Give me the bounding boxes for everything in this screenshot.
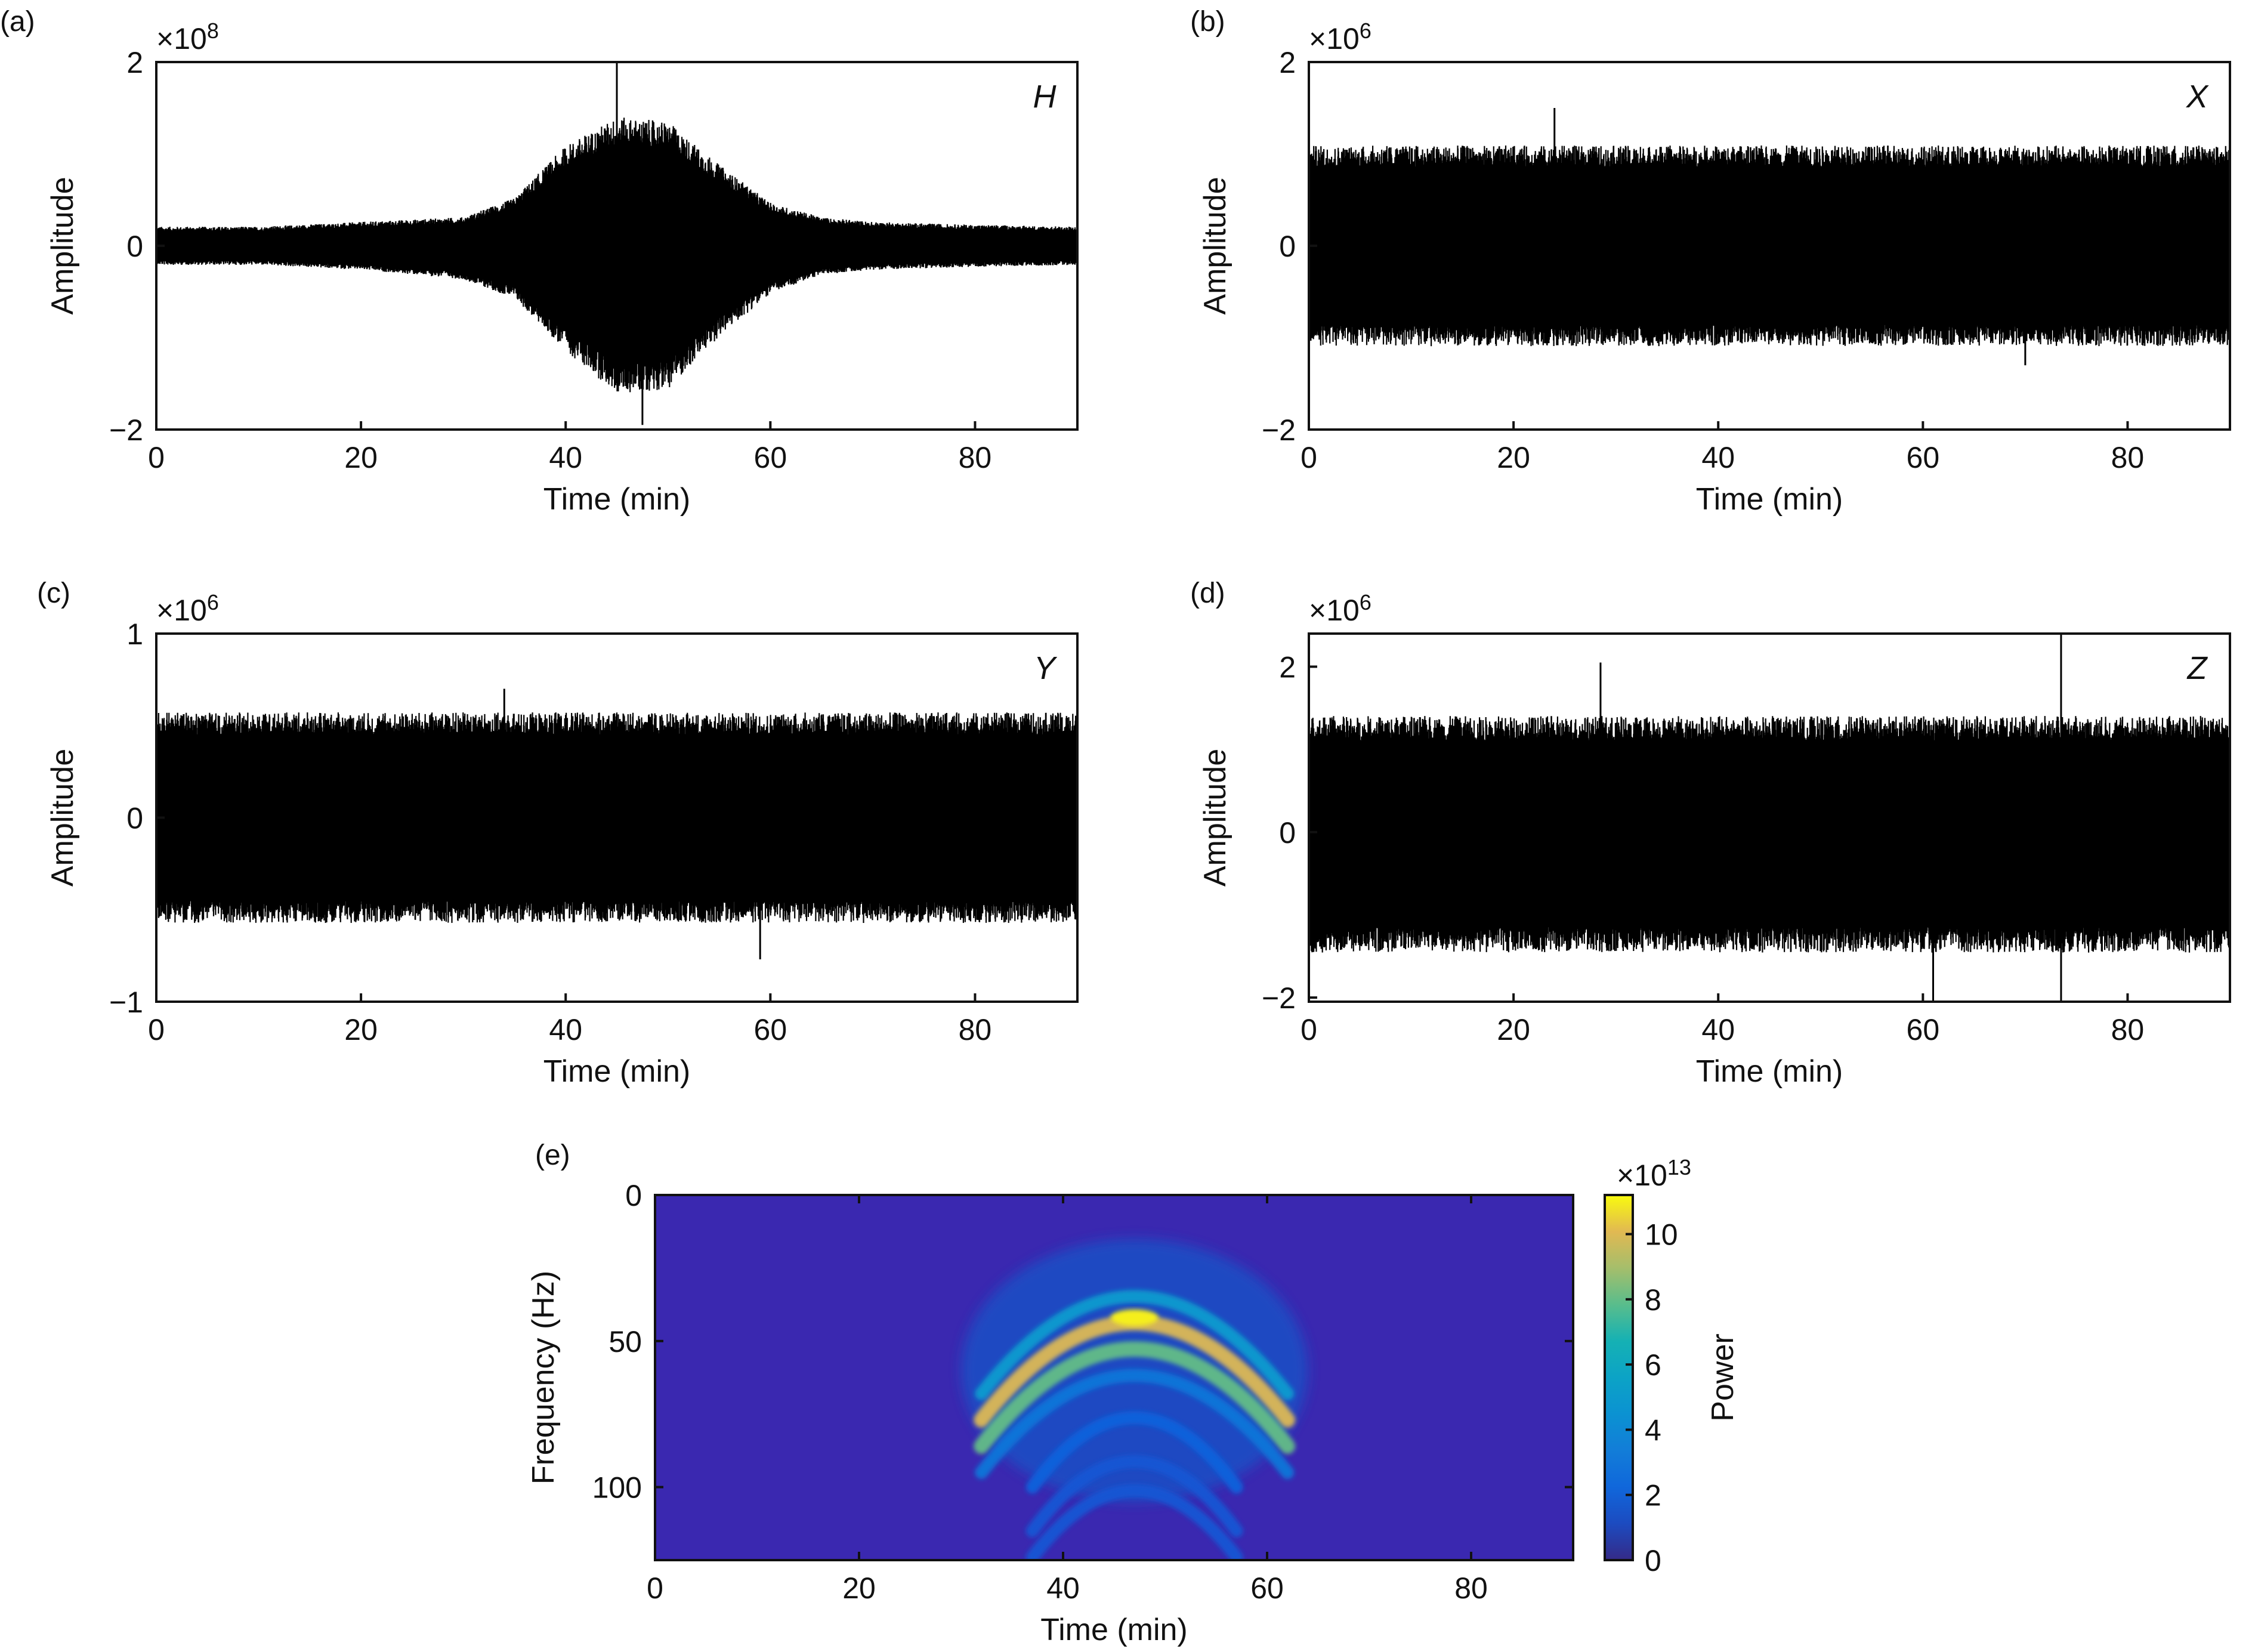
x-tick-label: 20 bbox=[344, 441, 378, 474]
colorbar-tick-label: 10 bbox=[1645, 1218, 1678, 1252]
x-tick-label: 0 bbox=[647, 1571, 663, 1605]
series-label: X bbox=[2185, 79, 2209, 115]
heatmap-arc bbox=[975, 1290, 1295, 1400]
colorbar-label: Power bbox=[1706, 1333, 1740, 1421]
x-tick-label: 60 bbox=[1250, 1571, 1284, 1605]
y-tick-label: 0 bbox=[126, 802, 143, 835]
x-tick-label: 40 bbox=[1046, 1571, 1080, 1605]
x-tick-label: 20 bbox=[1497, 441, 1530, 474]
panel-label: (d) bbox=[1190, 578, 1225, 609]
colorbar-tick-label: 4 bbox=[1645, 1413, 1661, 1447]
x-axis-label: Time (min) bbox=[1696, 1054, 1843, 1089]
plot-frame bbox=[1308, 632, 2231, 1003]
y-exponent: ×106 bbox=[156, 590, 219, 627]
x-tick-label: 40 bbox=[549, 1013, 582, 1046]
y-tick-label: 100 bbox=[592, 1471, 642, 1505]
panel-label: (a) bbox=[0, 6, 35, 38]
x-axis-label: Time (min) bbox=[1040, 1613, 1188, 1647]
x-tick-label: 40 bbox=[549, 441, 582, 474]
y-tick-label: −2 bbox=[1262, 981, 1296, 1015]
series-label: H bbox=[1033, 79, 1057, 115]
colorbar-tick-label: 6 bbox=[1645, 1348, 1661, 1382]
waveform bbox=[156, 688, 1077, 960]
y-tick-label: 0 bbox=[1279, 230, 1296, 263]
x-tick-label: 40 bbox=[1701, 1013, 1735, 1046]
heatmap-arc bbox=[974, 1341, 1296, 1455]
waveform-trace bbox=[1309, 145, 2230, 347]
x-tick-label: 60 bbox=[754, 441, 787, 474]
plot-frame bbox=[654, 1194, 1574, 1561]
colorbar-exponent: ×1013 bbox=[1617, 1155, 1691, 1192]
y-tick-label: 2 bbox=[1279, 650, 1296, 684]
waveform-trace bbox=[156, 712, 1077, 924]
x-tick-label: 0 bbox=[1301, 1013, 1317, 1046]
x-tick-label: 0 bbox=[1301, 441, 1317, 474]
heatmap-arc bbox=[975, 1369, 1295, 1480]
series-label: Y bbox=[1034, 650, 1058, 686]
heatmap-arc bbox=[1025, 1455, 1243, 1538]
x-tick-label: 60 bbox=[1907, 1013, 1940, 1046]
y-exponent: ×106 bbox=[1309, 18, 1371, 55]
heatmap-arc bbox=[1025, 1411, 1243, 1494]
x-tick-label: 40 bbox=[1701, 441, 1735, 474]
x-tick-label: 60 bbox=[1907, 441, 1940, 474]
heatmap-arc bbox=[1025, 1484, 1243, 1560]
y-tick-label: 0 bbox=[126, 230, 143, 263]
y-axis-label: Amplitude bbox=[1198, 749, 1232, 887]
heatmap-field bbox=[961, 1239, 1308, 1560]
y-exponent: ×108 bbox=[156, 18, 219, 55]
x-tick-label: 60 bbox=[754, 1013, 787, 1046]
colorbar-gradient bbox=[1604, 1194, 1634, 1561]
waveform-trace bbox=[1309, 716, 2230, 953]
x-tick-label: 20 bbox=[842, 1571, 876, 1605]
y-tick-label: 50 bbox=[608, 1325, 642, 1358]
x-tick-label: 80 bbox=[2111, 1013, 2145, 1046]
y-tick-label: 1 bbox=[126, 617, 143, 651]
heatmap-peak bbox=[1110, 1309, 1159, 1326]
y-tick-label: −2 bbox=[1262, 413, 1296, 447]
waveform bbox=[1309, 108, 2230, 366]
y-tick-label: 0 bbox=[625, 1179, 642, 1212]
y-axis-label: Amplitude bbox=[45, 177, 80, 314]
y-exponent: ×106 bbox=[1309, 590, 1371, 627]
x-tick-label: 20 bbox=[344, 1013, 378, 1046]
x-tick-label: 80 bbox=[2111, 441, 2145, 474]
panel-label: (c) bbox=[37, 578, 70, 609]
y-tick-label: −1 bbox=[109, 986, 143, 1019]
series-label: Z bbox=[2186, 650, 2208, 686]
x-tick-label: 20 bbox=[1497, 1013, 1530, 1046]
x-tick-label: 0 bbox=[148, 1013, 165, 1046]
x-tick-label: 80 bbox=[959, 441, 992, 474]
x-axis-label: Time (min) bbox=[543, 482, 691, 517]
y-tick-label: 2 bbox=[1279, 46, 1296, 79]
x-tick-label: 80 bbox=[959, 1013, 992, 1046]
y-tick-label: 0 bbox=[1279, 816, 1296, 850]
colorbar-tick-label: 2 bbox=[1645, 1479, 1661, 1512]
x-axis-label: Time (min) bbox=[543, 1054, 691, 1089]
panel-label: (e) bbox=[535, 1140, 570, 1171]
y-tick-label: −2 bbox=[109, 413, 143, 447]
x-tick-label: 0 bbox=[148, 441, 165, 474]
panel-label: (b) bbox=[1190, 6, 1225, 38]
x-tick-label: 80 bbox=[1454, 1571, 1488, 1605]
x-axis-label: Time (min) bbox=[1696, 482, 1843, 517]
waveform bbox=[156, 62, 1077, 425]
y-tick-label: 2 bbox=[126, 46, 143, 79]
y-axis-label: Frequency (Hz) bbox=[526, 1271, 561, 1484]
colorbar-tick-label: 8 bbox=[1645, 1283, 1661, 1317]
colorbar-tick-label: 0 bbox=[1645, 1544, 1661, 1577]
waveform-trace bbox=[156, 118, 1077, 393]
colorbar: 0 2 4 6 8 10 ×1013 Power bbox=[1604, 1155, 1740, 1577]
y-axis-label: Amplitude bbox=[1198, 177, 1232, 314]
waveform bbox=[1309, 634, 2230, 1002]
y-axis-label: Amplitude bbox=[45, 749, 80, 887]
